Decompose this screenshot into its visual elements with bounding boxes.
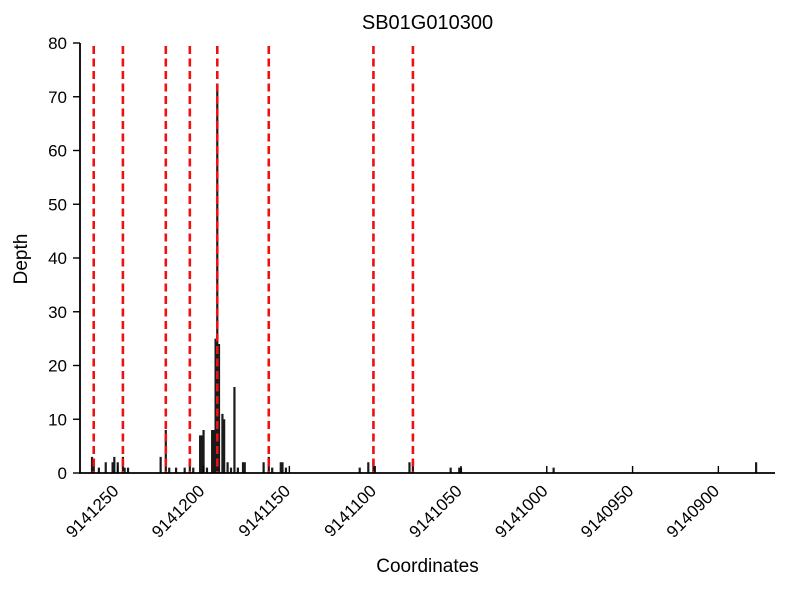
depth-bar (159, 456, 162, 474)
depth-bar (90, 456, 94, 474)
y-axis-label: Depth (11, 233, 32, 285)
depth-bar (97, 467, 100, 474)
depth-bar (214, 338, 217, 474)
depth-bar (212, 430, 215, 473)
depth-bar (211, 430, 214, 473)
y-tick-label: 60 (48, 142, 67, 161)
depth-bar (408, 462, 411, 473)
depth-bar (200, 435, 203, 474)
depth-bar (411, 462, 415, 473)
chart-title: SB01G010300 (361, 12, 494, 34)
x-tick-label: 9141250 (62, 481, 122, 541)
depth-bar (175, 467, 178, 474)
depth-bar (367, 462, 370, 473)
depth-bar (202, 430, 205, 473)
depth-bar (113, 456, 116, 474)
depth-bar (216, 86, 219, 473)
x-axis-label: Coordinates (376, 556, 479, 577)
depth-bar (168, 467, 171, 474)
depth-bar (192, 467, 195, 474)
y-tick-label: 50 (48, 195, 67, 214)
depth-bar (358, 467, 361, 474)
depth-bar (217, 344, 221, 473)
y-tick-label: 70 (48, 88, 67, 107)
depth-bar (755, 462, 758, 473)
depth-bar (229, 467, 233, 474)
depth-bar (221, 413, 224, 474)
depth-bar (111, 462, 114, 473)
depth-bar (92, 462, 95, 473)
depth-bar (458, 467, 461, 474)
depth-bar (226, 462, 229, 473)
x-tick-label: 9140950 (577, 481, 637, 541)
depth-bar (552, 467, 555, 474)
x-tick-label: 9141150 (235, 481, 294, 540)
depth-bar (241, 462, 245, 473)
y-tick-label: 80 (48, 34, 67, 53)
y-tick-label: 0 (58, 464, 67, 483)
depth-bar (223, 419, 226, 473)
x-tick-label: 9141050 (406, 481, 466, 541)
depth-bar (183, 467, 186, 474)
x-tick-label: 9140900 (663, 481, 723, 541)
depth-bar (284, 467, 288, 474)
depth-bar (188, 462, 191, 473)
depth-bar (271, 467, 274, 474)
depth-bar (126, 467, 130, 474)
y-tick-label: 30 (48, 303, 67, 322)
depth-bar (281, 462, 284, 473)
depth-bar (233, 387, 236, 473)
depth-bar (449, 467, 452, 474)
depth-bar (279, 462, 282, 473)
depth-bar (104, 462, 107, 473)
depth-bar (199, 435, 202, 474)
y-tick-label: 40 (48, 249, 67, 268)
x-tick-label: 9141100 (321, 481, 380, 540)
x-tick-label: 9141200 (148, 481, 208, 541)
depth-bar (205, 467, 209, 474)
y-tick-label: 20 (48, 357, 67, 376)
depth-bar (236, 467, 239, 474)
depth-bar (372, 462, 375, 473)
x-tick-label: 9141000 (491, 481, 551, 541)
depth-bar (123, 467, 126, 474)
y-tick-label: 10 (48, 410, 67, 429)
depth-bar (243, 462, 246, 473)
depth-bar (262, 462, 265, 473)
